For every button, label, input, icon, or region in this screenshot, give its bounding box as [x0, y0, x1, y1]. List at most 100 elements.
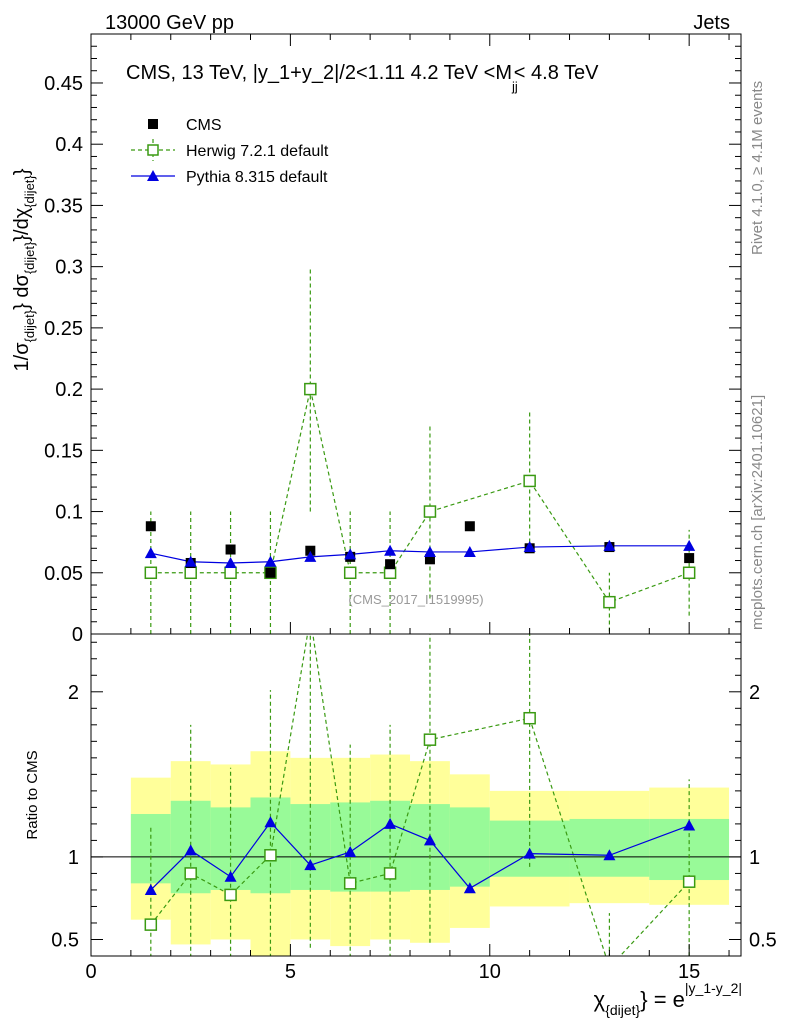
- main-y-axis-label: 1/σ{dijet}} dσ{dijet}}/dχ{dijet}}: [11, 168, 37, 371]
- main-title: CMS, 13 TeV, |y_1+y_2|/2<1.11 4.2 TeV <M…: [126, 62, 599, 94]
- ratio-pythia-point: [463, 882, 476, 894]
- pythia-point: [144, 547, 157, 559]
- pythia-point: [523, 541, 536, 553]
- rivet-label: Rivet 4.1.0, ≥ 4.1M events: [749, 81, 766, 255]
- main-panel: 0 0.05 0.1 0.15 0.2 0.25 0.3 0.35 0.4 0.45 CMS, 1…: [11, 33, 742, 646]
- cms-point: [684, 553, 695, 564]
- ratio-herwig-point: [224, 888, 237, 902]
- main-y-tick-label: 0.35: [44, 195, 83, 217]
- cms-point: [385, 559, 396, 570]
- ratio-herwig-point: [682, 875, 696, 888]
- ratio-y-tick-label-left: 0.5: [51, 929, 79, 951]
- x-tick-label: 5: [285, 961, 296, 983]
- pythia-point: [224, 556, 237, 568]
- ratio-y-ticks: 0.5 0.5 1 1 2 2: [51, 641, 777, 951]
- herwig-line: [150, 388, 690, 603]
- main-y-tick-label: 0.45: [44, 73, 83, 95]
- ratio-herwig-point: [523, 711, 536, 725]
- ratio-marks: [144, 634, 696, 956]
- ratio-herwig-point: [264, 849, 277, 862]
- cms-point: [265, 567, 276, 578]
- ratio-pythia-point: [523, 847, 536, 859]
- main-y-tick-label: 0: [72, 624, 83, 646]
- herwig-point: [682, 566, 696, 580]
- ratio-herwig-point: [343, 877, 357, 890]
- ratio-band-inner: [410, 804, 450, 890]
- main-ylabel-part2: } dσ: [11, 274, 33, 310]
- watermark: (CMS_2017_I1519995): [348, 592, 483, 607]
- main-y-ticks: 0 0.05 0.1 0.15 0.2 0.25 0.3 0.35 0.4 0.45: [44, 45, 741, 646]
- main-y-tick-label: 0.25: [44, 318, 83, 340]
- legend-pythia-marker: [147, 170, 159, 181]
- legend-pythia-label: Pythia 8.315 default: [186, 169, 328, 186]
- ratio-pythia-point: [423, 834, 436, 846]
- herwig-point: [423, 505, 437, 518]
- header-right: Jets: [693, 12, 730, 34]
- pythia-point: [184, 555, 197, 567]
- legend-herwig-marker: [147, 144, 159, 156]
- ratio-y-axis-label: Ratio to CMS: [24, 750, 41, 839]
- ratio-plot-frame: [90, 633, 742, 957]
- x-tick-label: 0: [85, 961, 96, 983]
- ratio-pythia-point: [184, 844, 197, 856]
- main-y-tick-label: 0.3: [55, 257, 83, 279]
- ratio-y-tick-label-right: 2: [749, 682, 760, 704]
- pythia-point: [384, 544, 397, 556]
- main-ylabel-sub3: {dijet}: [22, 175, 37, 208]
- herwig-point: [304, 382, 317, 396]
- ratio-herwig-point: [423, 733, 437, 746]
- ratio-herwig-point: [184, 867, 197, 880]
- ratio-herwig-line: [150, 634, 690, 956]
- ratio-pythia-point: [603, 849, 616, 861]
- main-ylabel-sub1: {dijet}: [22, 309, 37, 342]
- main-title-text: CMS, 13 TeV, |y_1+y_2|/2<1.11 4.2 TeV <M: [126, 62, 512, 84]
- herwig-point: [144, 566, 158, 580]
- xlabel-sub: {dijet}: [605, 1002, 640, 1018]
- main-y-tick-label: 0.15: [44, 440, 83, 462]
- herwig-point: [603, 595, 616, 609]
- ratio-y-tick-label-left: 1: [68, 847, 79, 869]
- pythia-point: [423, 545, 436, 557]
- herwig-point: [523, 474, 536, 488]
- ratio-pythia-point: [264, 816, 277, 828]
- x-axis-label: χ{dijet}} = e|y_1-y_2|: [594, 980, 742, 1018]
- x-tick-label: 15: [678, 961, 700, 983]
- legend-herwig-label: Herwig 7.2.1 default: [186, 143, 329, 160]
- legend-cms-marker: [148, 119, 158, 129]
- main-y-tick-label: 0.1: [55, 502, 83, 524]
- main-ylabel-part4: }: [11, 168, 33, 175]
- cms-point: [424, 554, 435, 565]
- main-title-sub: jj: [511, 79, 518, 94]
- herwig-point: [224, 566, 237, 580]
- pythia-point: [344, 548, 357, 560]
- ratio-y-tick-label-right: 1: [749, 847, 760, 869]
- ratio-herwig-point: [144, 918, 158, 931]
- legend: CMS Herwig 7.2.1 default Pythia 8.315 de…: [131, 117, 329, 186]
- cms-point: [145, 521, 156, 532]
- cms-point: [464, 521, 475, 532]
- pythia-line: [150, 545, 690, 564]
- ratio-y-tick-label-left: 2: [68, 682, 79, 704]
- ratio-band-inner: [449, 807, 490, 887]
- pythia-point: [683, 539, 696, 551]
- main-ylabel-part1: 1/σ: [11, 342, 33, 372]
- main-y-tick-label: 0.2: [55, 379, 83, 401]
- main-ylabel-sub2: {dijet}: [22, 241, 37, 274]
- ratio-pythia-point: [304, 859, 317, 871]
- cms-point: [225, 544, 236, 555]
- cms-point: [305, 545, 316, 556]
- pythia-point: [463, 545, 476, 557]
- pythia-point: [603, 539, 616, 551]
- ratio-panel: 0.5 0.5 1 1 2 2 Ratio to CMS: [24, 633, 777, 957]
- ratio-pythia-point: [683, 819, 696, 831]
- ratio-pythia-point: [344, 845, 357, 857]
- main-title-tail: < 4.8 TeV: [514, 62, 599, 84]
- x-tick-label: 10: [479, 961, 501, 983]
- pythia-point: [304, 550, 317, 562]
- ratio-pythia-line: [150, 821, 690, 891]
- ratio-pythia-point: [224, 870, 237, 882]
- herwig-point: [184, 566, 197, 580]
- ratio-pythia-point: [144, 883, 157, 895]
- main-marks: [144, 266, 696, 634]
